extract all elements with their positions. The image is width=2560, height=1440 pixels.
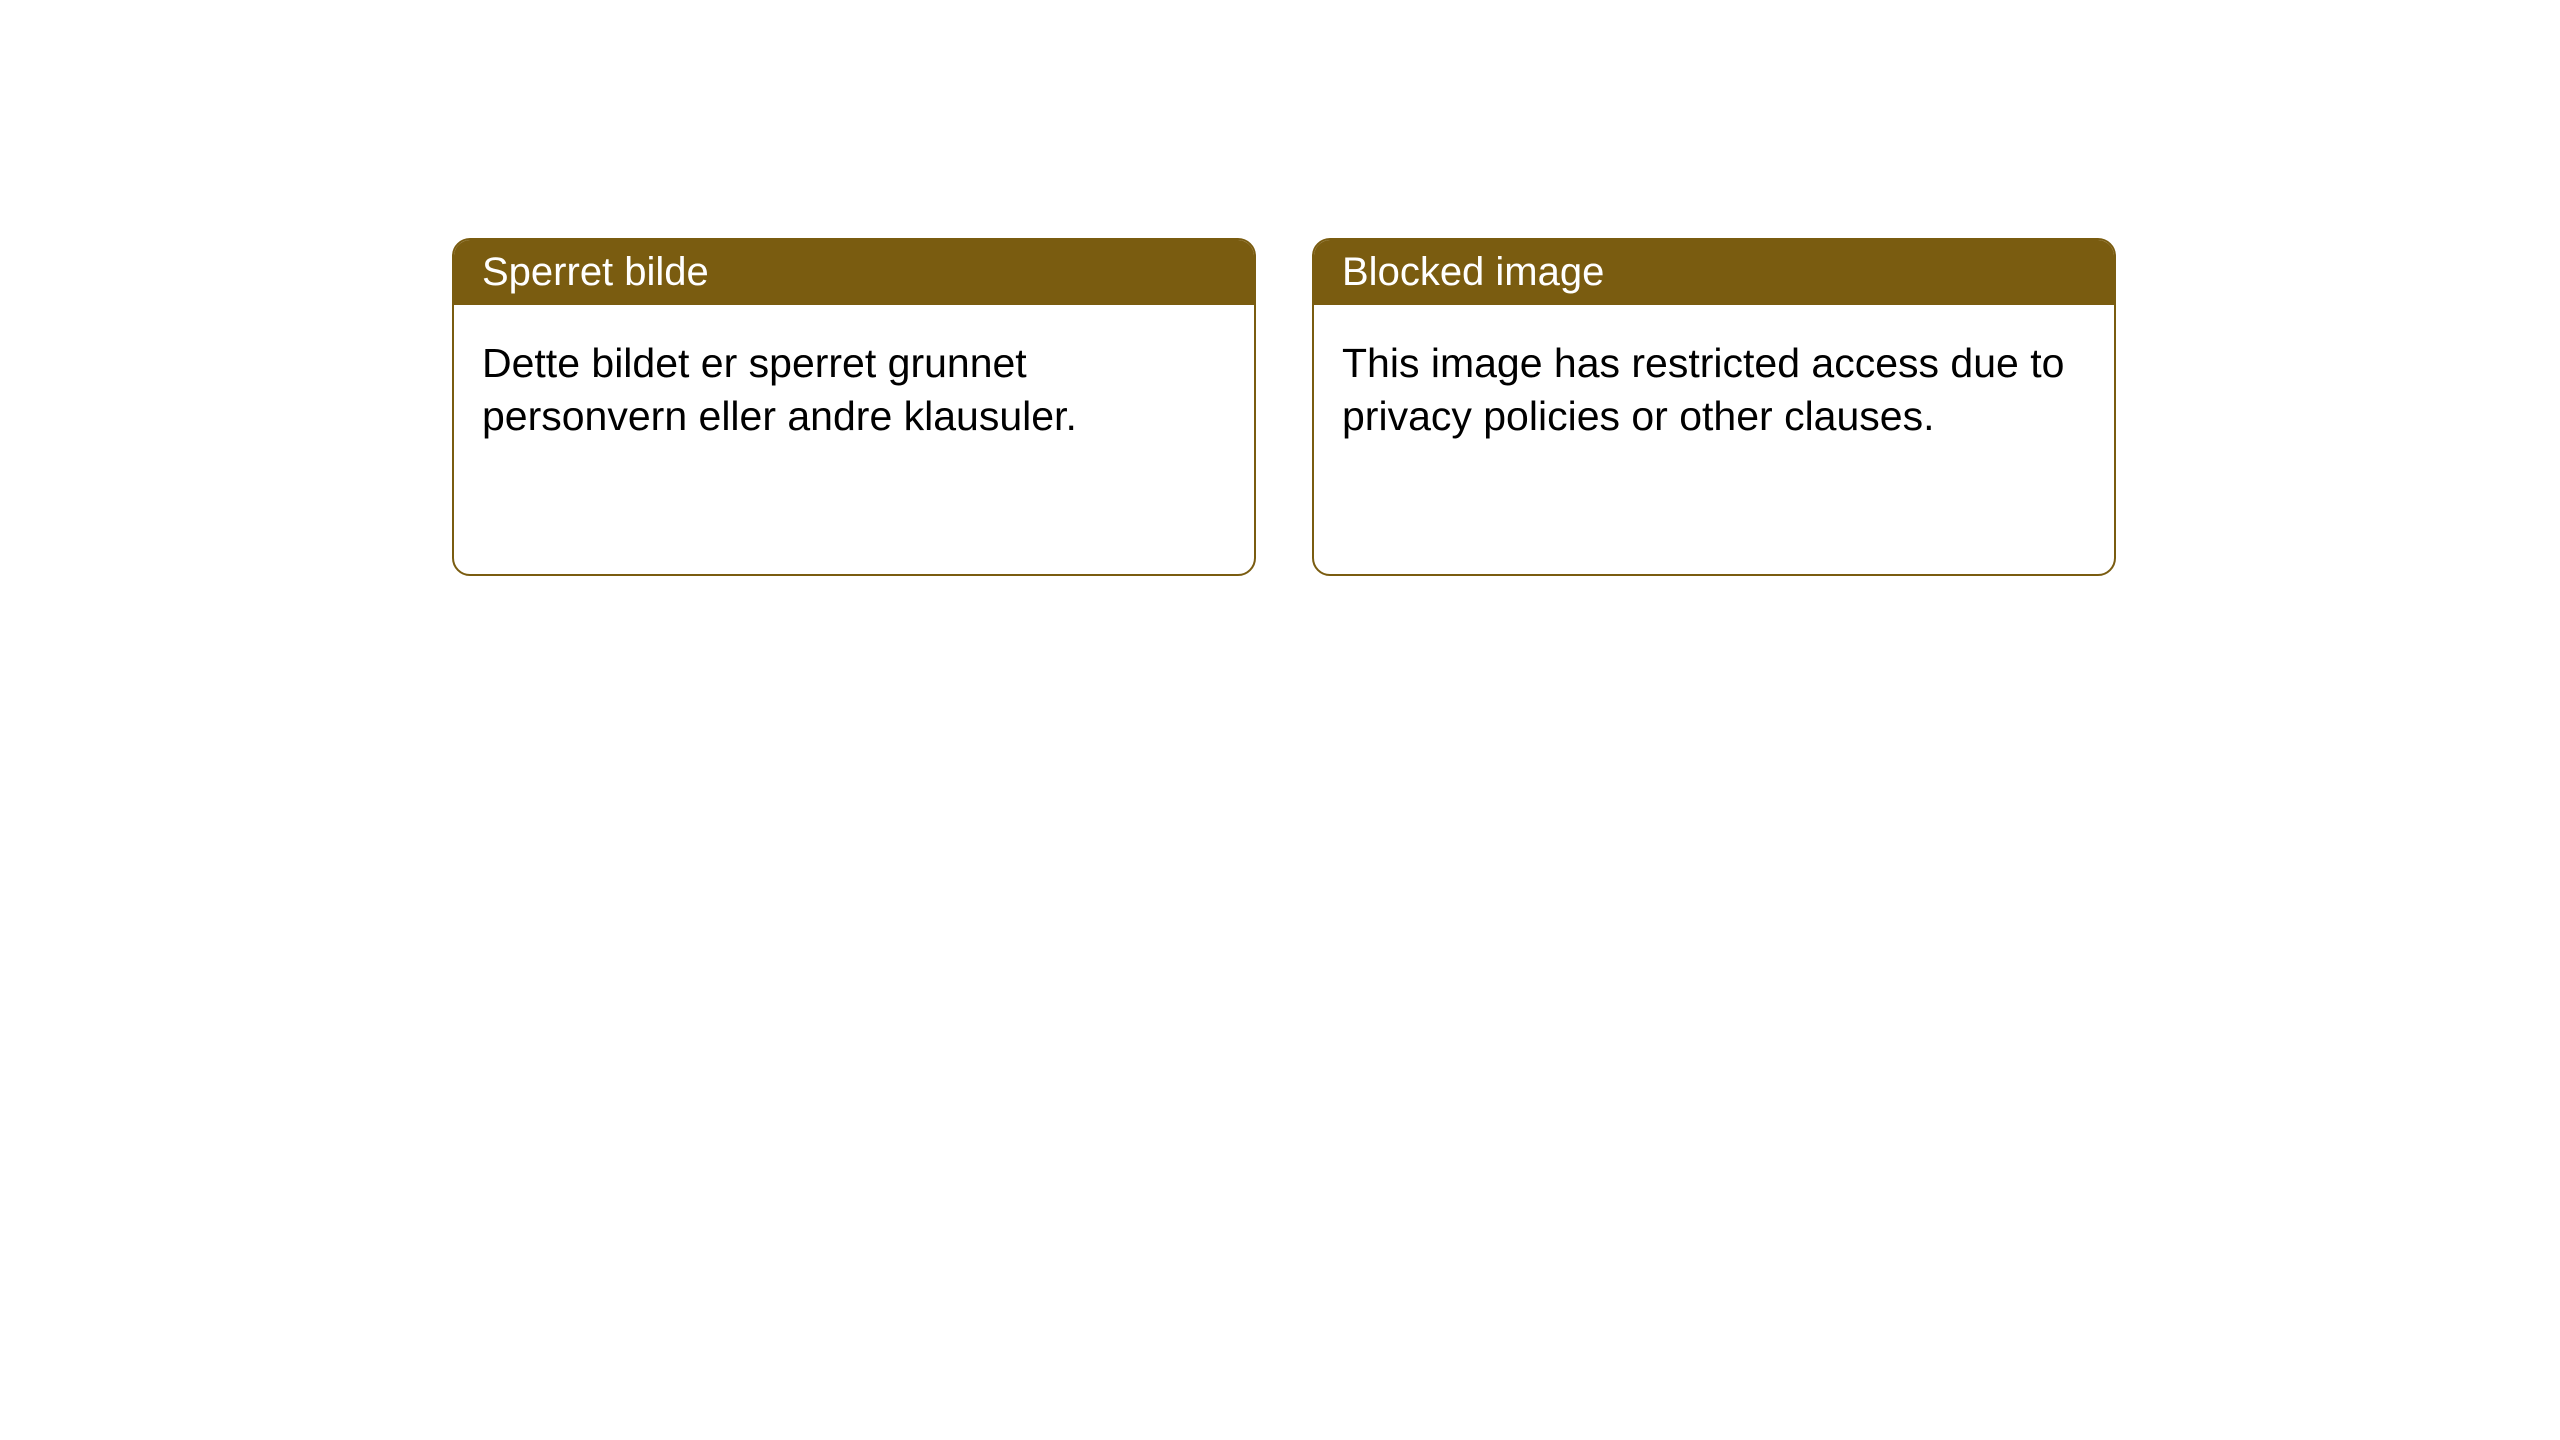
card-body-text: Dette bildet er sperret grunnet personve… [482, 340, 1077, 439]
card-title: Blocked image [1342, 250, 1604, 294]
card-title: Sperret bilde [482, 250, 709, 294]
notice-card-norwegian: Sperret bilde Dette bildet er sperret gr… [452, 238, 1256, 576]
card-header: Blocked image [1314, 240, 2114, 305]
card-body-text: This image has restricted access due to … [1342, 340, 2064, 439]
notice-card-english: Blocked image This image has restricted … [1312, 238, 2116, 576]
card-body: This image has restricted access due to … [1314, 305, 2114, 476]
card-container: Sperret bilde Dette bildet er sperret gr… [0, 0, 2560, 576]
card-header: Sperret bilde [454, 240, 1254, 305]
card-body: Dette bildet er sperret grunnet personve… [454, 305, 1254, 476]
